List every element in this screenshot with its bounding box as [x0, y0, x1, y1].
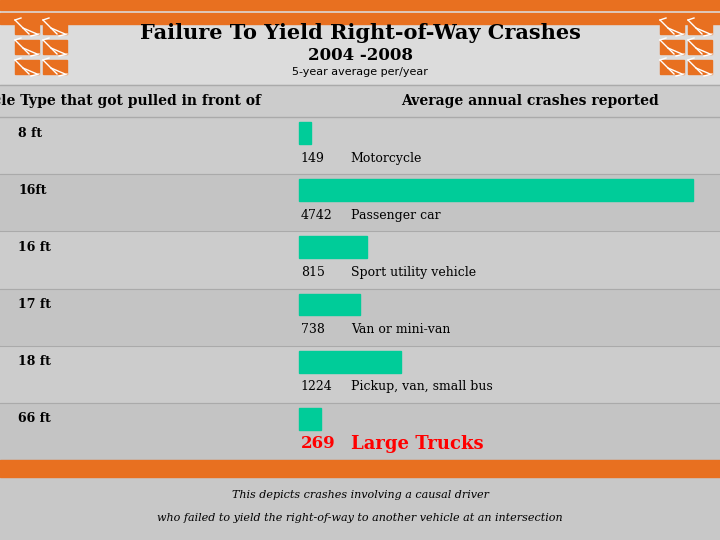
- Bar: [43, 40, 67, 54]
- Text: 149: 149: [301, 152, 325, 165]
- Bar: [0, 231, 720, 288]
- Text: This depicts crashes involving a causal driver: This depicts crashes involving a causal …: [232, 490, 488, 500]
- Bar: [0, 460, 720, 477]
- Text: 4742: 4742: [301, 209, 333, 222]
- Bar: [299, 122, 311, 144]
- Bar: [0, 13, 720, 24]
- Bar: [299, 294, 360, 315]
- Bar: [0, 403, 720, 460]
- Text: Average annual crashes reported: Average annual crashes reported: [401, 94, 659, 108]
- Bar: [299, 408, 321, 430]
- Bar: [660, 20, 684, 34]
- Bar: [688, 60, 712, 74]
- Bar: [0, 85, 720, 117]
- Text: Large Trucks: Large Trucks: [351, 435, 483, 453]
- Bar: [0, 288, 720, 346]
- Text: 2004 -2008: 2004 -2008: [307, 46, 413, 64]
- Text: Motorcycle: Motorcycle: [351, 152, 422, 165]
- Bar: [299, 179, 693, 201]
- Text: Sport utility vehicle: Sport utility vehicle: [351, 266, 476, 279]
- Bar: [660, 60, 684, 74]
- Text: 815: 815: [301, 266, 325, 279]
- Bar: [299, 237, 366, 258]
- Bar: [43, 60, 67, 74]
- Bar: [0, 117, 720, 174]
- Text: 66 ft: 66 ft: [18, 413, 50, 426]
- Text: 18 ft: 18 ft: [18, 355, 51, 368]
- Text: Pickup, van, small bus: Pickup, van, small bus: [351, 380, 492, 393]
- Bar: [43, 20, 67, 34]
- Text: 16ft: 16ft: [18, 184, 47, 197]
- Text: Vehicle Type that got pulled in front of: Vehicle Type that got pulled in front of: [0, 94, 261, 108]
- Text: 5-year average per/year: 5-year average per/year: [292, 67, 428, 77]
- Bar: [0, 174, 720, 231]
- Text: 8 ft: 8 ft: [18, 126, 42, 139]
- Text: 738: 738: [301, 323, 325, 336]
- Text: 16 ft: 16 ft: [18, 241, 51, 254]
- Bar: [15, 60, 39, 74]
- Text: 269: 269: [301, 435, 336, 453]
- Bar: [688, 40, 712, 54]
- Bar: [0, 346, 720, 403]
- Text: who failed to yield the right-of-way to another vehicle at an intersection: who failed to yield the right-of-way to …: [157, 513, 563, 523]
- Bar: [0, 0, 720, 10]
- Text: Passenger car: Passenger car: [351, 209, 441, 222]
- Text: 17 ft: 17 ft: [18, 298, 51, 311]
- Bar: [0, 0, 720, 85]
- Bar: [15, 20, 39, 34]
- Text: Failure To Yield Right-of-Way Crashes: Failure To Yield Right-of-Way Crashes: [140, 23, 580, 43]
- Bar: [688, 20, 712, 34]
- Text: 1224: 1224: [301, 380, 333, 393]
- Bar: [660, 40, 684, 54]
- Bar: [299, 351, 400, 373]
- Bar: [15, 40, 39, 54]
- Text: Van or mini-van: Van or mini-van: [351, 323, 450, 336]
